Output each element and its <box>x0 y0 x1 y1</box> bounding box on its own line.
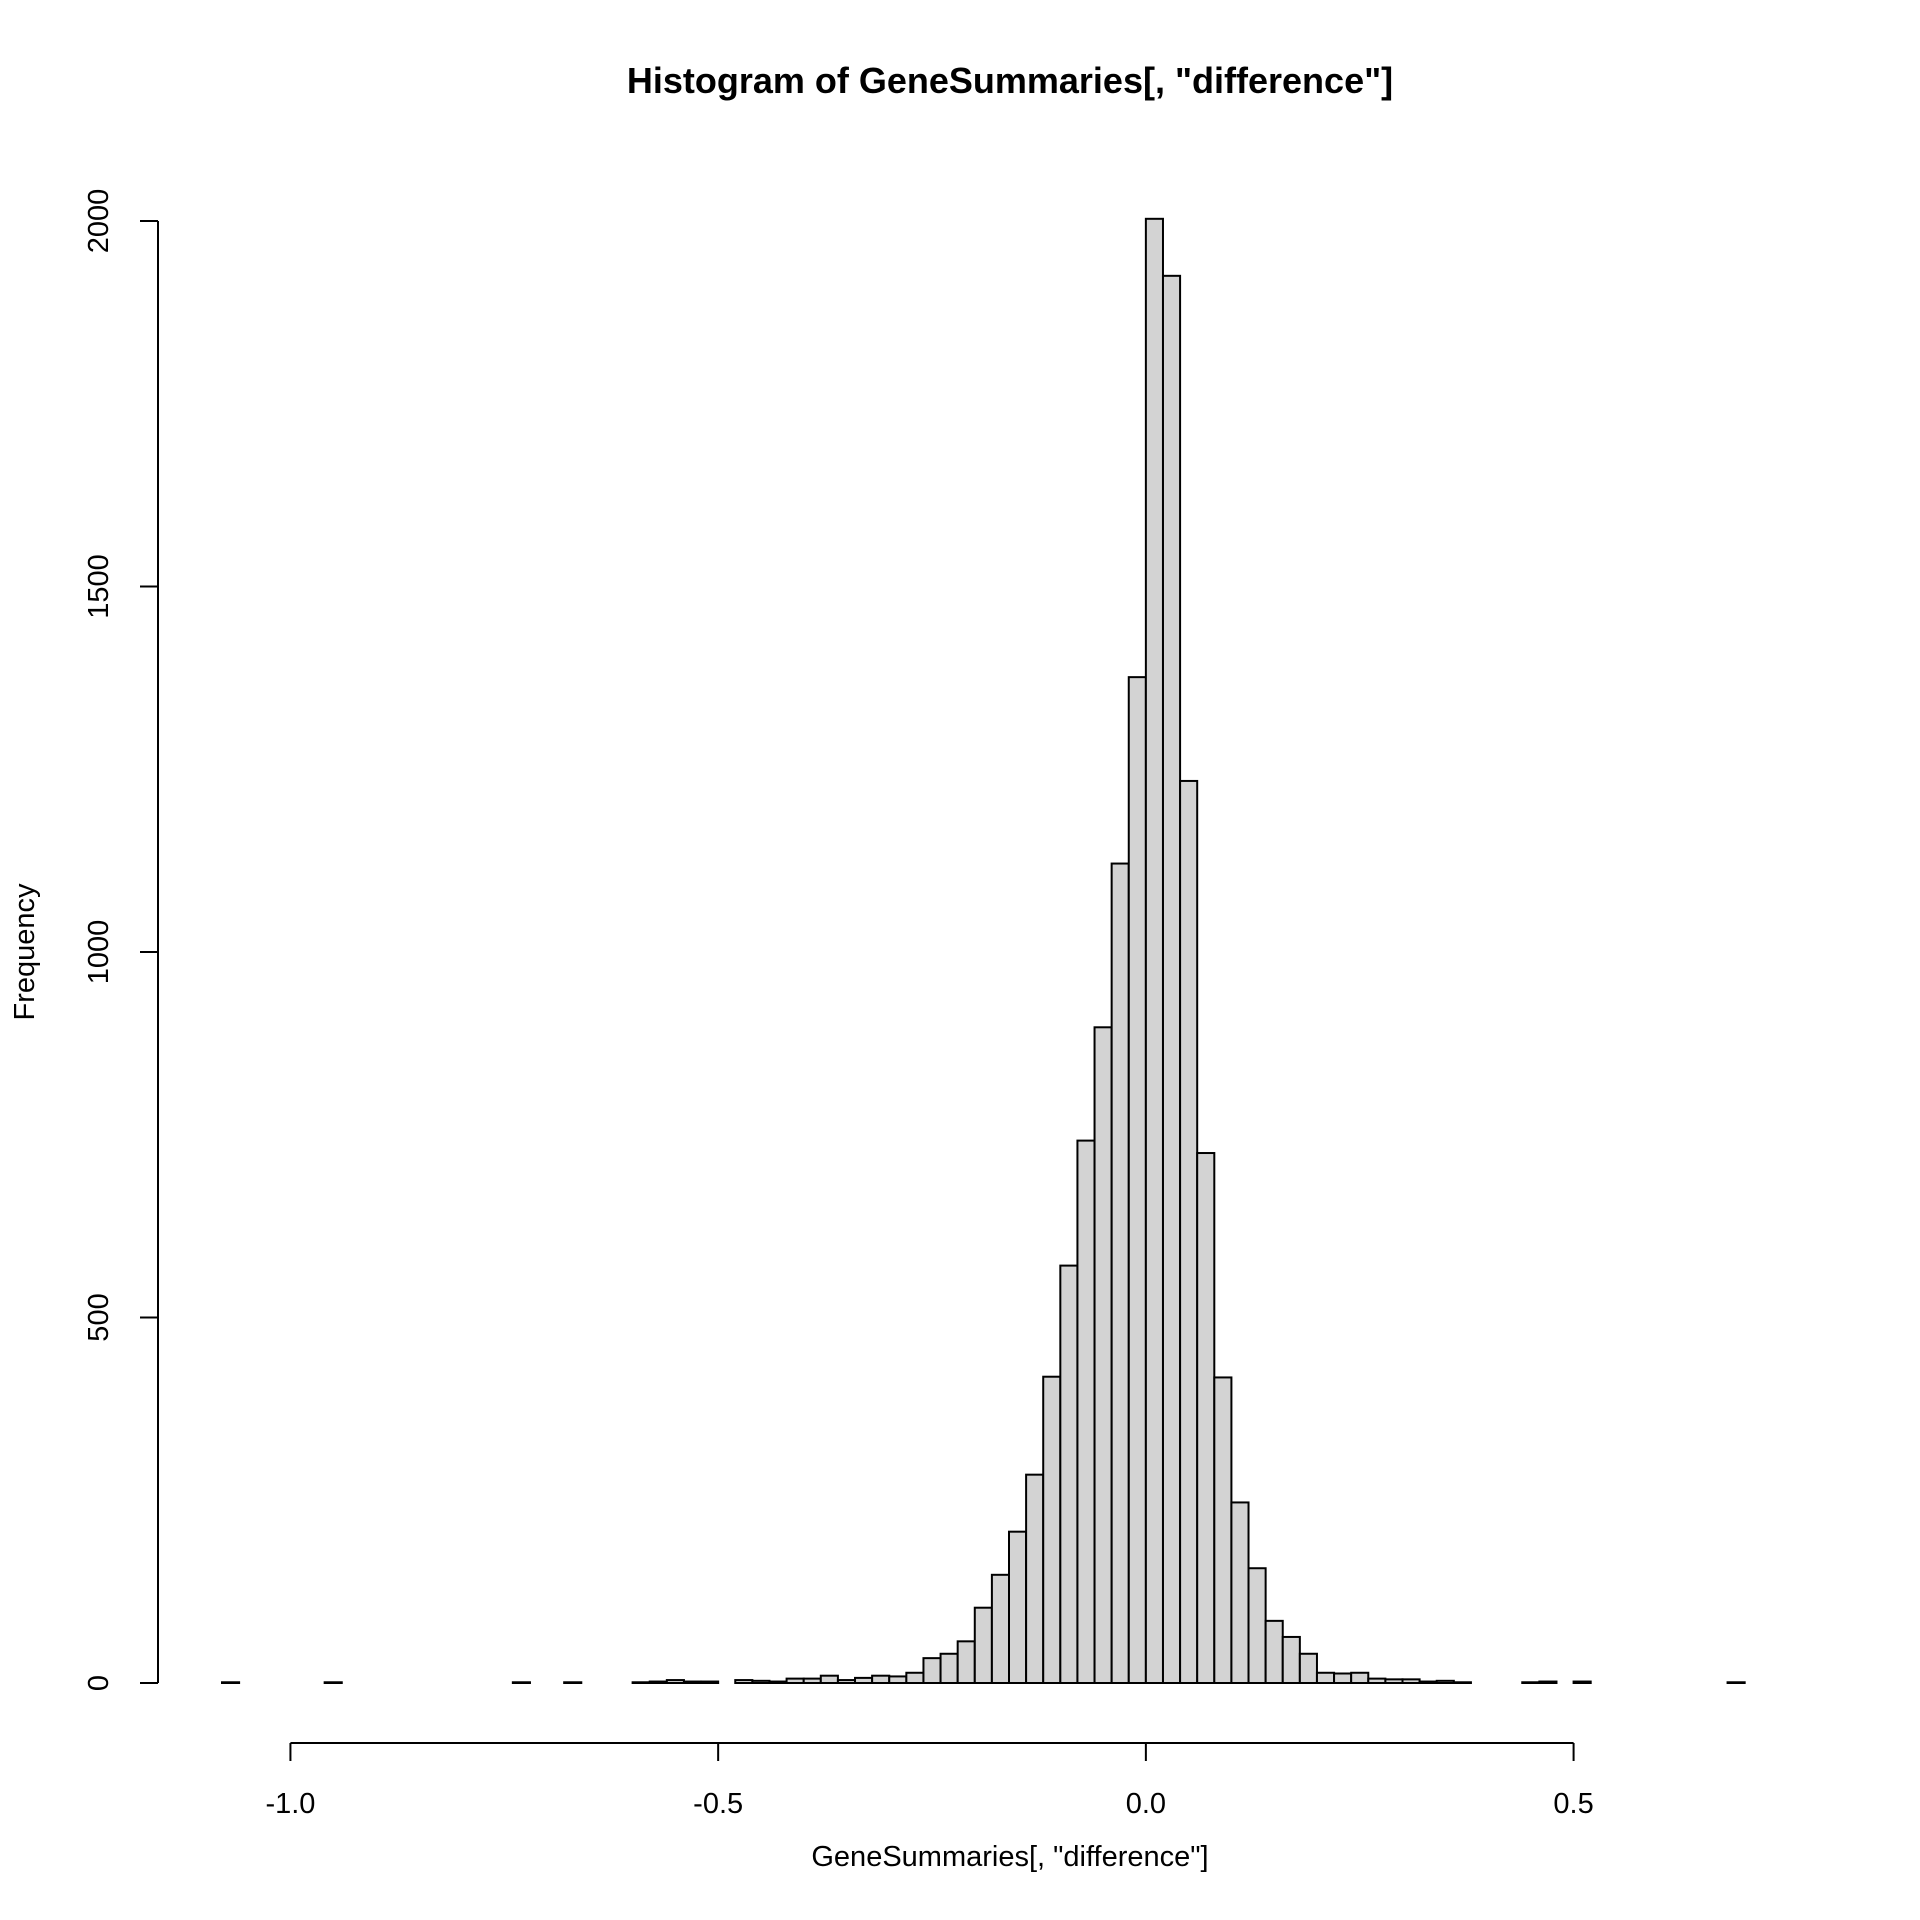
y-axis: 0 500 1000 1500 2000 <box>83 189 159 1691</box>
x-tick-label: -0.5 <box>693 1788 743 1820</box>
chart-title: Histogram of GeneSummaries[, "difference… <box>627 60 1393 101</box>
histogram-bar <box>648 1680 668 1684</box>
histogram-bar <box>922 1657 942 1684</box>
histogram-bar <box>700 1680 720 1684</box>
histogram-bar <box>1401 1678 1421 1684</box>
histogram-bar <box>1350 1671 1370 1684</box>
histogram-bar <box>802 1677 822 1685</box>
histogram-bar <box>1161 274 1182 1685</box>
histogram-bar <box>1110 862 1130 1684</box>
histogram-bar <box>734 1679 754 1685</box>
histogram-bar <box>1264 1619 1284 1684</box>
histogram-bar <box>1281 1635 1301 1685</box>
histogram-bar <box>323 1681 343 1685</box>
histogram-bar <box>1298 1652 1318 1685</box>
histogram-bar <box>1538 1680 1558 1684</box>
histogram-bar <box>1179 779 1199 1684</box>
histogram-bar <box>1726 1681 1746 1685</box>
histogram-bar <box>939 1652 959 1685</box>
histogram-bar <box>871 1674 891 1684</box>
histogram-bar <box>511 1681 531 1685</box>
y-axis-label: Frequency <box>9 883 41 1021</box>
histogram-bar <box>1384 1678 1404 1684</box>
histogram-bar <box>1230 1501 1250 1684</box>
histogram-bar <box>1196 1152 1216 1684</box>
histogram-bar <box>665 1679 685 1685</box>
histogram-bar <box>1315 1671 1336 1684</box>
histogram-bar <box>905 1671 925 1684</box>
histogram-bar <box>1572 1680 1592 1684</box>
y-tick-label: 0 <box>83 1675 115 1691</box>
y-tick-label: 1000 <box>83 920 115 985</box>
histogram-bar <box>1452 1681 1472 1685</box>
histogram-bar <box>854 1676 874 1685</box>
histogram-bar <box>1008 1530 1028 1684</box>
histogram-bar <box>1042 1375 1062 1685</box>
histogram-bar <box>631 1681 651 1685</box>
histogram-bar <box>751 1679 771 1685</box>
y-tick-label: 500 <box>83 1293 115 1341</box>
histogram-bars <box>221 217 1746 1685</box>
histogram-bar <box>1247 1567 1267 1685</box>
histogram-bar <box>1213 1376 1233 1685</box>
histogram-bar <box>990 1573 1010 1685</box>
histogram-bar <box>973 1606 993 1685</box>
histogram-bar <box>1076 1139 1096 1684</box>
histogram-bar <box>1144 217 1164 1684</box>
histogram-bar <box>1059 1264 1079 1684</box>
histogram-bar <box>563 1681 583 1685</box>
histogram-bar <box>888 1675 908 1685</box>
histogram-bar <box>1367 1677 1387 1685</box>
histogram-bar <box>1025 1473 1045 1685</box>
histogram-bar <box>1093 1026 1113 1684</box>
y-tick-label: 2000 <box>83 189 115 254</box>
histogram-bar <box>1435 1679 1455 1685</box>
histogram-bar <box>768 1680 788 1684</box>
histogram-bar <box>785 1677 805 1685</box>
x-tick-label: 0.5 <box>1553 1788 1593 1820</box>
histogram-bar <box>1521 1681 1541 1685</box>
x-axis-label: GeneSummaries[, "difference"] <box>811 1841 1208 1873</box>
x-tick-label: -1.0 <box>265 1788 315 1820</box>
histogram-bar <box>836 1679 857 1685</box>
y-tick-label: 1500 <box>83 554 115 619</box>
histogram-bar <box>1333 1672 1353 1684</box>
histogram-bar <box>1418 1680 1438 1684</box>
x-axis: -1.0 -0.5 0.0 0.5 <box>265 1742 1594 1820</box>
histogram-bar <box>221 1681 241 1685</box>
histogram-bar <box>956 1640 976 1685</box>
histogram-bar <box>1127 676 1147 1684</box>
x-tick-label: 0.0 <box>1126 1788 1166 1820</box>
histogram-bar <box>682 1680 703 1684</box>
histogram-bar <box>819 1674 839 1684</box>
